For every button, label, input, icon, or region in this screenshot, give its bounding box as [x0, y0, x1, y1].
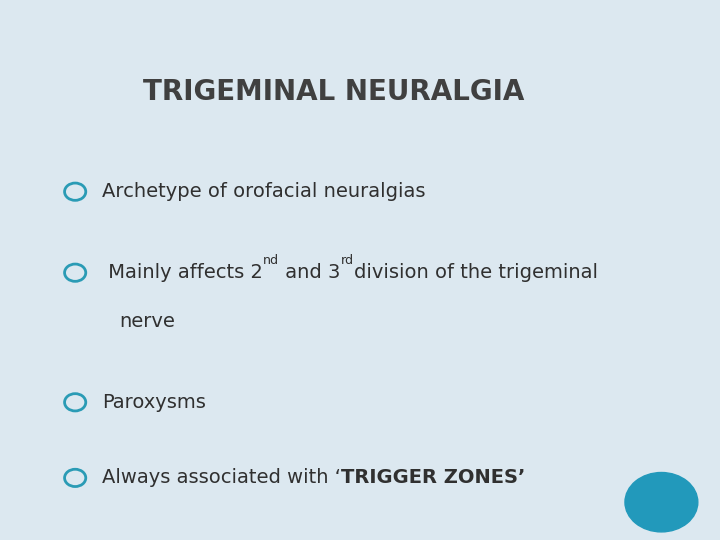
Text: rd: rd [341, 254, 354, 267]
Text: nd: nd [264, 254, 279, 267]
Text: Always associated with ‘: Always associated with ‘ [102, 468, 341, 488]
Text: TRIGGER ZONES’: TRIGGER ZONES’ [341, 468, 526, 488]
Text: TRIGEMINAL NEURALGIA: TRIGEMINAL NEURALGIA [143, 78, 524, 106]
Text: Mainly affects 2: Mainly affects 2 [102, 263, 264, 282]
Circle shape [625, 472, 698, 532]
Text: division of the trigeminal: division of the trigeminal [354, 263, 598, 282]
Text: Paroxysms: Paroxysms [102, 393, 206, 412]
Text: Archetype of orofacial neuralgias: Archetype of orofacial neuralgias [102, 182, 426, 201]
Text: and 3: and 3 [279, 263, 341, 282]
Text: nerve: nerve [119, 312, 175, 331]
